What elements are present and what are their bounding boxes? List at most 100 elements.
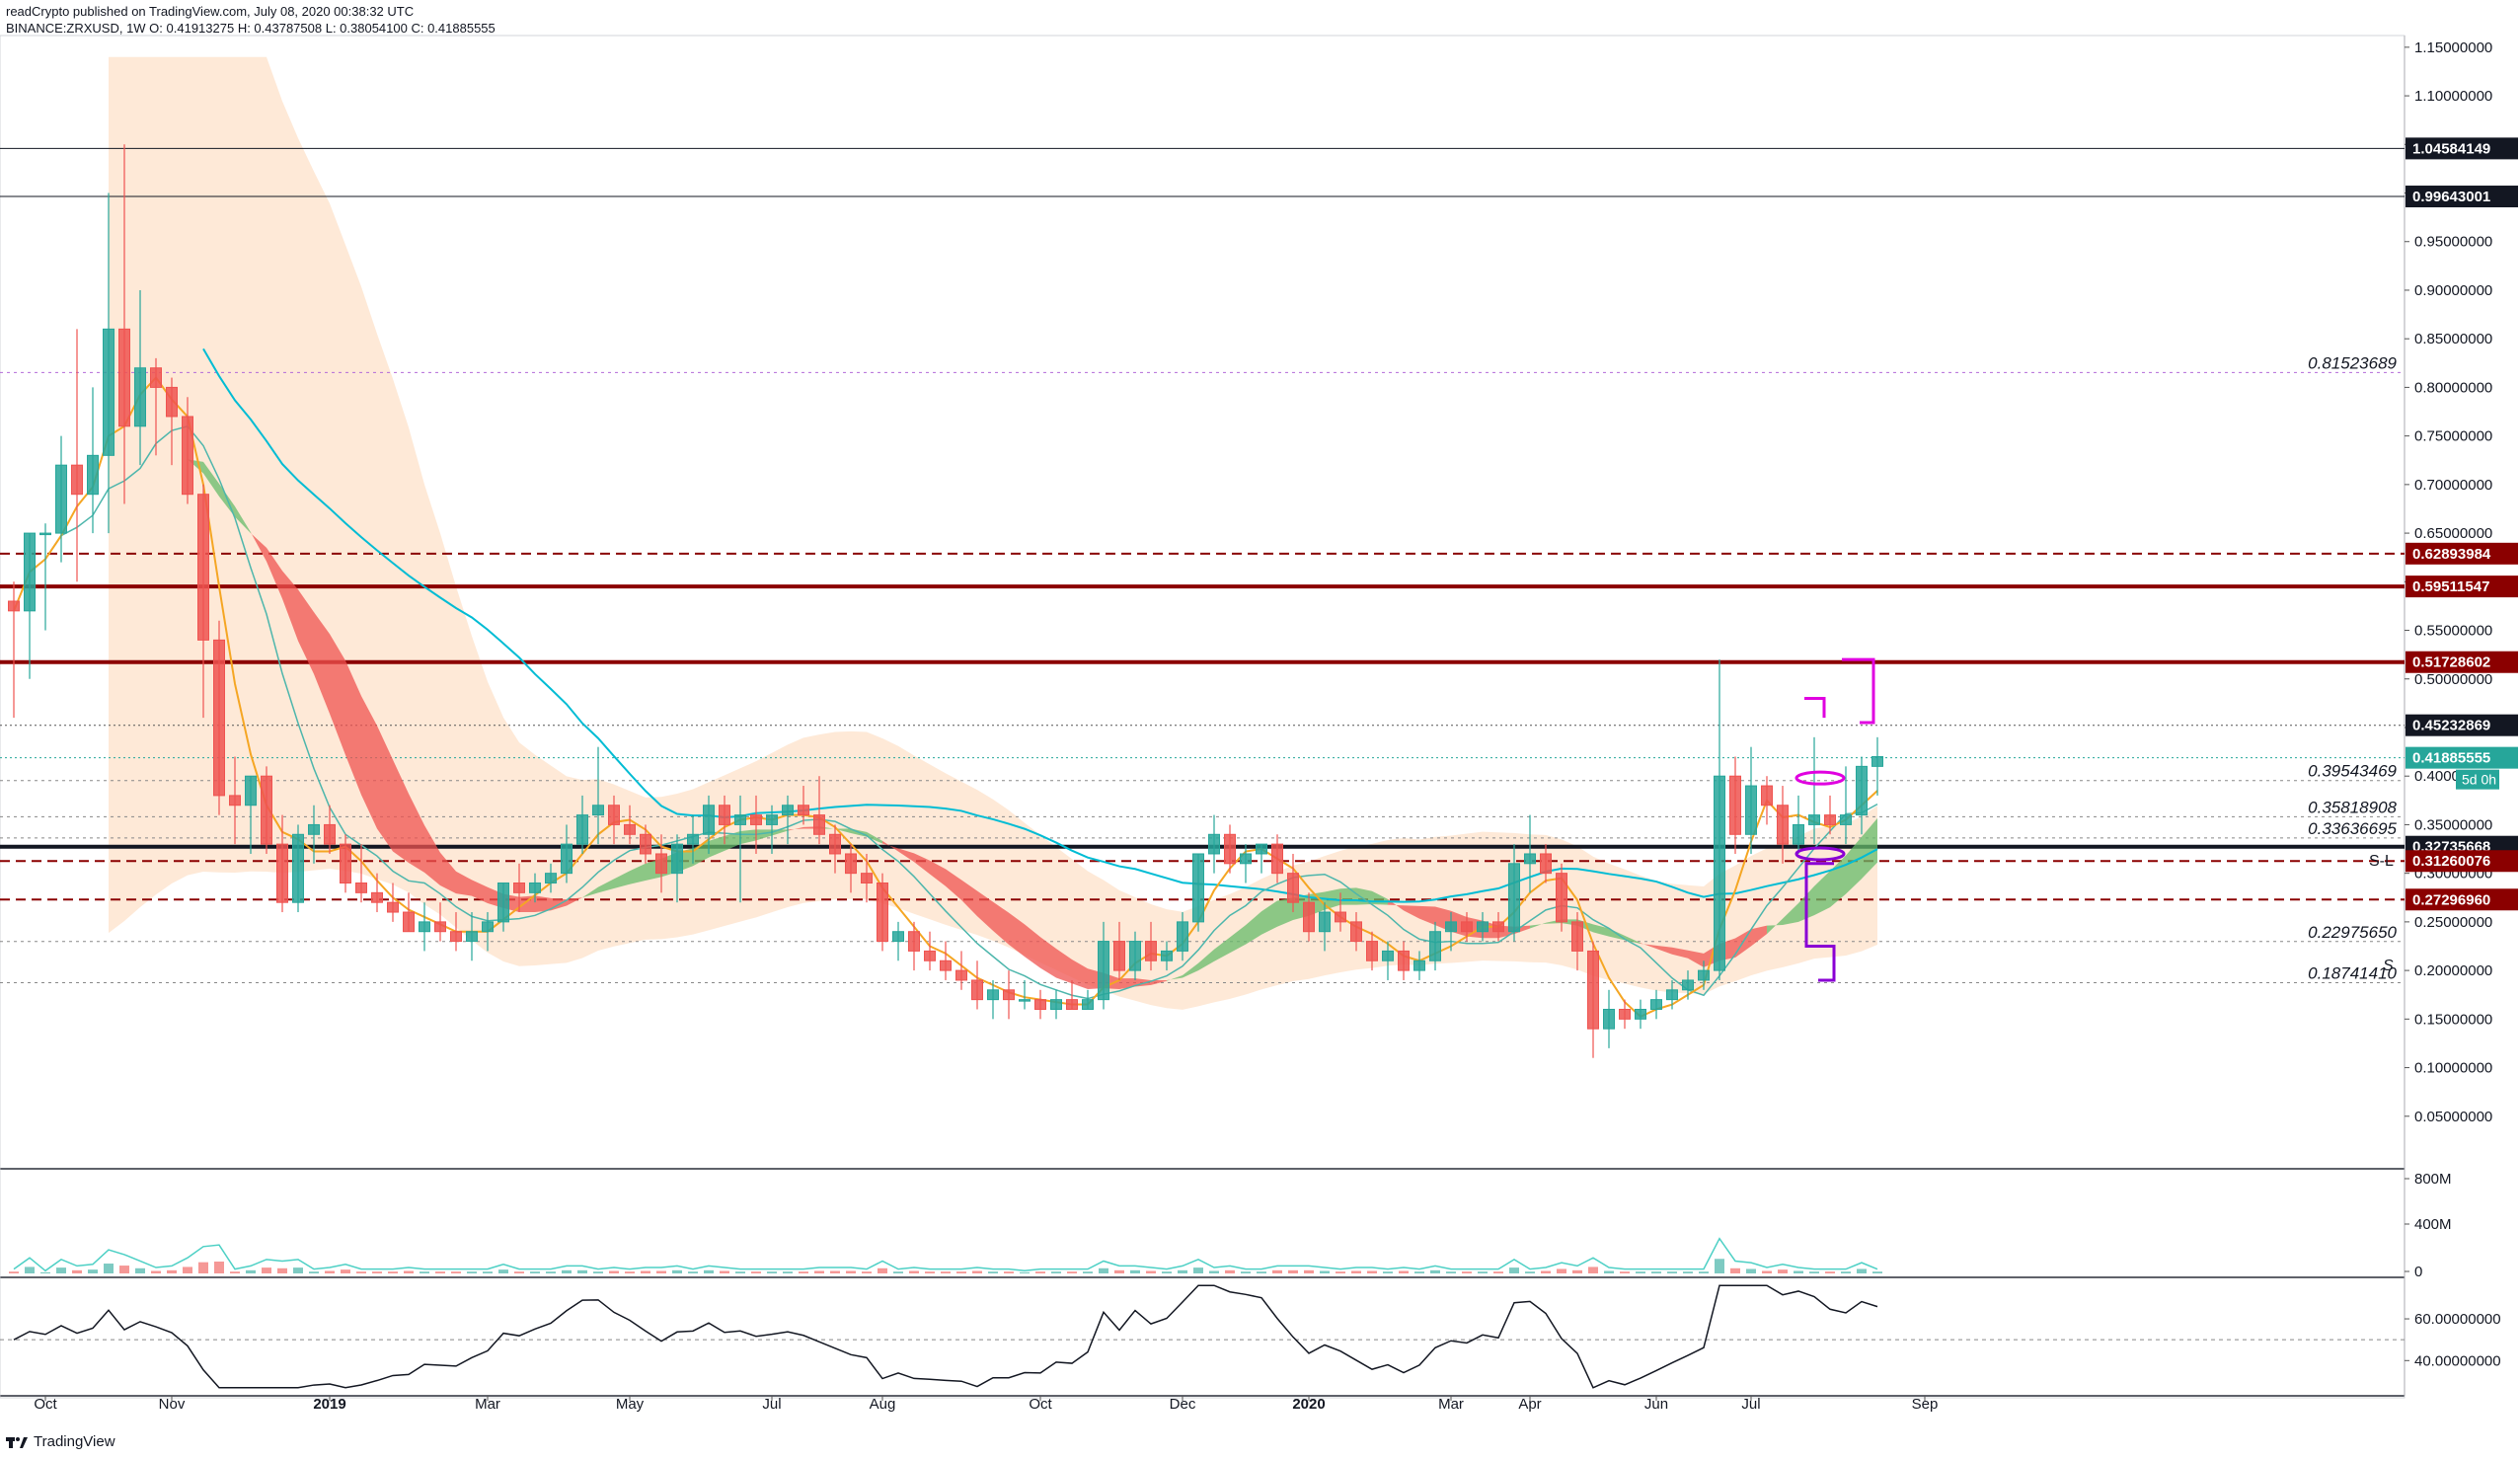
footer-brand[interactable]: TradingView (6, 1433, 115, 1450)
volume-bar (846, 1270, 856, 1273)
volume-bar (325, 1270, 335, 1273)
candle-body (1082, 999, 1094, 1010)
volume-bar (1083, 1271, 1093, 1273)
candle-body (1729, 775, 1741, 835)
candle-body (355, 883, 367, 893)
candle-body (1429, 931, 1441, 961)
ma-ribbon-segment (1214, 937, 1230, 961)
volume-bar (1004, 1271, 1014, 1273)
volume-bar (56, 1267, 66, 1273)
volume-bar (1857, 1268, 1867, 1273)
ma-ribbon-segment (1688, 950, 1704, 967)
publish-info: readCrypto published on TradingView.com,… (6, 4, 415, 19)
volume-bar (1604, 1270, 1614, 1273)
candle-body (1335, 911, 1346, 923)
volume-bar (9, 1271, 19, 1273)
ma-ribbon-segment (1388, 898, 1404, 911)
annotation-ellipse (1795, 770, 1846, 786)
ma-ribbon-segment (203, 461, 219, 497)
volume-bar (435, 1271, 445, 1273)
candle-body (829, 833, 841, 855)
volume-bar (483, 1271, 493, 1273)
price-tick-label: 0.10000000 (2414, 1060, 2492, 1077)
candle-body (624, 823, 636, 835)
volume-bar (1130, 1269, 1140, 1273)
candle-body (1508, 863, 1520, 933)
price-tick-label: 0.65000000 (2414, 525, 2492, 542)
ma-ribbon-segment (740, 829, 756, 845)
candle-body (1271, 843, 1283, 875)
ma-ribbon-segment (1056, 948, 1072, 984)
candle-body (971, 979, 983, 1001)
volume-pane: 800M 400M 0 (9, 1171, 2452, 1280)
fib-label: 0.35818908 (2308, 798, 2397, 816)
candle-body (1650, 999, 1662, 1010)
ma-ribbon-segment (1593, 924, 1609, 937)
ma-ribbon-segment (1167, 975, 1183, 981)
ma-ribbon-segment (1009, 912, 1025, 958)
candle-body (1477, 921, 1489, 933)
volume-bar (1572, 1269, 1582, 1273)
candle-body (1840, 814, 1852, 825)
volume-bar (720, 1270, 729, 1273)
volume-bar (641, 1270, 650, 1273)
price-badge-label: 0.99643001 (2412, 189, 2490, 205)
candle-body (466, 931, 478, 943)
candle-body (497, 883, 509, 923)
candle-body (561, 843, 573, 875)
volume-bar (183, 1267, 192, 1273)
ma-ribbon-segment (977, 890, 993, 931)
candle-body (513, 883, 525, 893)
ma-ribbon-segment (267, 547, 282, 599)
candle-body (103, 328, 115, 456)
volume-bar (72, 1269, 82, 1273)
annotations (1795, 657, 1875, 982)
volume-bar (1035, 1271, 1045, 1273)
volume-bar (909, 1270, 919, 1273)
ma-ribbon-segment (614, 871, 630, 889)
volume-bar (1209, 1270, 1219, 1273)
price-badge-label: 0.51728602 (2412, 654, 2490, 671)
volume-bar (704, 1269, 714, 1273)
price-tick-label: 0.90000000 (2414, 282, 2492, 299)
candle-body (1856, 765, 1868, 816)
candle-body (197, 494, 209, 641)
volume-bar (1067, 1271, 1077, 1273)
candle-body (1808, 814, 1820, 825)
cloud-area (109, 56, 1877, 1010)
ma-ribbon-segment (898, 848, 914, 863)
volume-bar (593, 1271, 603, 1273)
ma-ribbon-segment (709, 835, 725, 858)
candle-body (482, 921, 494, 933)
fib-label: 0.33636695 (2308, 819, 2397, 838)
fib-label: 0.22975650 (2308, 923, 2397, 942)
ma-ribbon-segment (1151, 979, 1167, 985)
volume-bar (1525, 1271, 1535, 1273)
candle-body (87, 454, 99, 496)
candle-body (71, 464, 83, 496)
volume-bar (25, 1267, 35, 1273)
volume-bar (467, 1271, 477, 1273)
candle-body (1192, 853, 1204, 923)
ma-ribbon-segment (330, 634, 345, 755)
candle-body (1177, 921, 1188, 952)
ma-ribbon-segment (1419, 905, 1435, 926)
candle-body (529, 883, 541, 893)
candle-body (166, 386, 178, 418)
candle-body (987, 989, 999, 1001)
candle-body (1382, 950, 1394, 961)
candle-body (1619, 1008, 1631, 1020)
time-tick-label: Dec (1170, 1396, 1196, 1413)
price-tick-label: 0.85000000 (2414, 331, 2492, 347)
candle-body (1745, 785, 1757, 835)
volume-bar (1383, 1271, 1393, 1273)
volume-bar (1367, 1270, 1377, 1273)
candle-body (1019, 999, 1031, 1002)
volume-bar (672, 1269, 682, 1273)
volume-bar (862, 1271, 872, 1273)
candle-body (434, 921, 446, 933)
candle-body (308, 823, 320, 835)
footer-brand-label: TradingView (34, 1433, 115, 1450)
ma-ribbon-segment (314, 612, 330, 715)
ma-ribbon-segment (725, 830, 740, 851)
